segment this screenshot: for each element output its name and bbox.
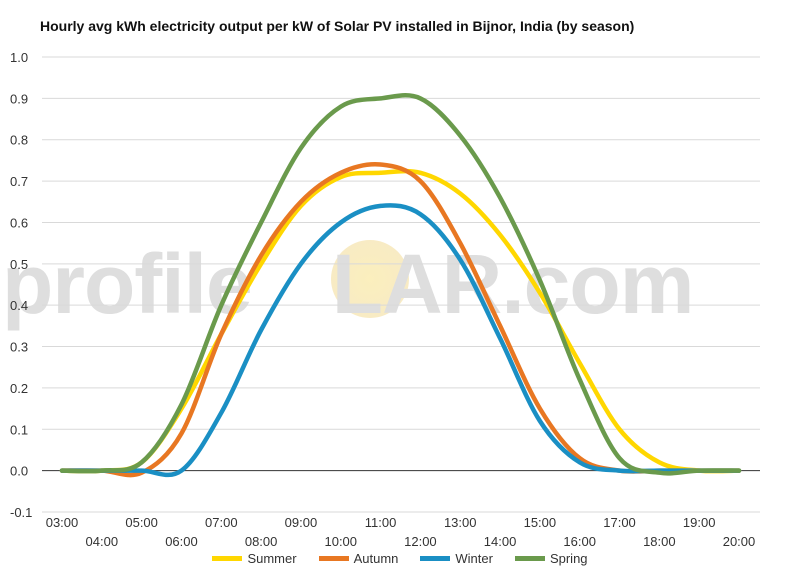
x-tick-label: 13:00 [444,515,477,530]
x-tick-label: 17:00 [603,515,636,530]
watermark-text-left: profile [2,237,253,331]
series-line-winter [59,203,742,478]
y-tick-label: 0.7 [10,174,28,189]
x-tick-label: 10:00 [324,534,357,549]
legend-label: Winter [455,551,493,566]
x-tick-label: 11:00 [365,515,397,530]
y-tick-label: 1.0 [10,50,28,65]
x-tick-label: 08:00 [245,534,278,549]
x-tick-label: 04:00 [86,534,119,549]
y-tick-label: 0.4 [10,298,28,313]
x-tick-label: 05:00 [125,515,158,530]
x-tick-label: 03:00 [46,515,79,530]
legend-swatch [318,556,349,561]
legend: Summer Autumn Winter Spring [0,549,800,566]
x-tick-label: 15:00 [524,515,557,530]
legend-swatch [212,556,243,561]
y-tick-label: 0.2 [10,381,28,396]
x-tick-label: 14:00 [484,534,517,549]
series-lines [59,93,742,478]
legend-item-spring: Spring [514,551,588,566]
x-tick-label: 06:00 [165,534,198,549]
x-tick-label: 07:00 [205,515,238,530]
legend-label: Summer [247,551,297,566]
legend-item-autumn: Autumn [318,551,399,566]
y-tick-label: 0.9 [10,91,28,106]
x-tick-label: 12:00 [404,534,437,549]
x-tick-label: 19:00 [683,515,716,530]
y-tick-label: 0.3 [10,340,28,355]
y-tick-label: 0.0 [10,464,28,479]
y-tick-label: -0.1 [10,505,32,520]
legend-label: Spring [549,551,588,566]
legend-label: Autumn [353,551,399,566]
x-tick-label: 16:00 [563,534,596,549]
x-axis-ticks: 03:00 04:00 05:00 06:00 07:00 08:00 09:00 10:00… [46,515,756,549]
x-tick-label: 18:00 [643,534,676,549]
legend-item-winter: Winter [420,551,493,566]
x-tick-label: 20:00 [723,534,756,549]
legend-item-summer: Summer [212,551,297,566]
y-tick-label: 0.6 [10,215,28,230]
series-line-autumn [59,161,742,478]
x-tick-label: 09:00 [285,515,318,530]
legend-swatch [514,556,545,561]
y-tick-label: 0.8 [10,133,28,148]
y-tick-label: 0.5 [10,257,28,272]
y-tick-label: 0.1 [10,422,28,437]
series-line-summer [59,168,742,474]
y-axis-ticks: -0.1 0.0 0.1 0.2 0.3 0.4 0.5 0.6 0.7 0.8 0.9 1.0 [10,50,32,520]
legend-swatch [420,556,451,561]
chart-title: Hourly avg kWh electricity output per kW… [40,18,635,34]
series-line-spring [59,93,742,476]
gridlines [42,56,760,513]
